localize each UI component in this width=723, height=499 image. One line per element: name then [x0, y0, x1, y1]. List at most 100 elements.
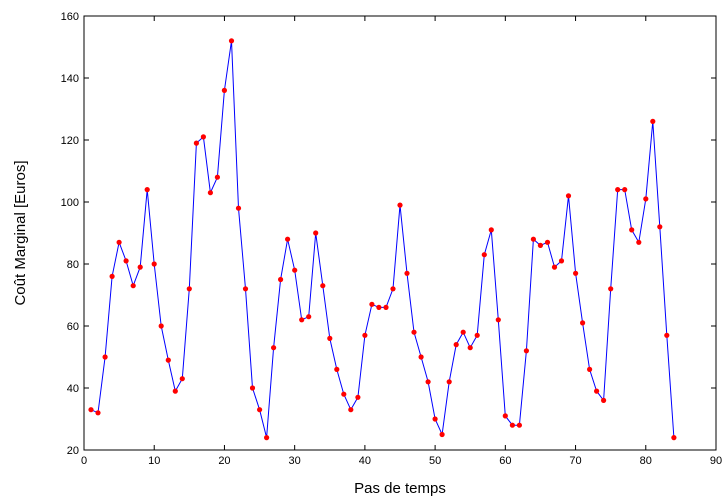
data-point: [530, 236, 537, 242]
data-point: [622, 187, 628, 193]
y-tick-label: 120: [61, 135, 79, 147]
y-axis-label: Coût Marginal [Euros]: [12, 160, 29, 305]
data-point: [502, 413, 508, 419]
data-point: [629, 227, 635, 233]
data-point: [523, 348, 530, 354]
y-tick-label: 80: [67, 259, 79, 271]
data-point: [446, 379, 452, 385]
data-point: [411, 329, 417, 335]
x-tick-label: 30: [289, 455, 301, 467]
data-point: [615, 187, 621, 193]
x-tick-label: 60: [499, 455, 511, 467]
data-point: [418, 354, 424, 360]
data-point: [643, 196, 649, 202]
x-tick-label: 90: [710, 455, 722, 467]
plot-area: [83, 15, 717, 451]
data-point: [95, 410, 101, 416]
x-tick-label: 50: [429, 455, 441, 467]
data-point: [565, 193, 572, 199]
data-point: [397, 202, 403, 208]
data-point: [299, 317, 305, 323]
data-point: [432, 416, 438, 422]
data-point: [207, 190, 213, 196]
data-point: [404, 270, 410, 276]
data-point: [636, 239, 642, 245]
data-point: [474, 332, 480, 338]
data-point: [123, 258, 129, 264]
data-point: [109, 273, 115, 279]
y-tick-label: 60: [67, 321, 79, 333]
x-axis-ticks: 0 10 20 30 40 50 60 70 80 90: [81, 16, 722, 467]
y-tick-label: 100: [61, 197, 79, 209]
data-point: [214, 174, 220, 180]
data-point: [383, 304, 389, 310]
data-point: [186, 286, 192, 292]
data-point: [151, 261, 157, 267]
data-point: [369, 301, 375, 307]
data-point: [242, 286, 249, 292]
x-tick-label: 40: [359, 455, 371, 467]
data-point: [292, 267, 298, 273]
data-point: [88, 407, 94, 413]
data-point: [671, 435, 677, 441]
y-tick-label: 20: [67, 445, 79, 457]
data-point: [306, 314, 312, 320]
x-tick-label: 80: [640, 455, 652, 467]
data-point: [320, 283, 326, 289]
data-point: [573, 270, 579, 276]
x-tick-label: 10: [148, 455, 160, 467]
data-point: [516, 422, 523, 428]
data-point: [228, 38, 235, 44]
data-point: [179, 376, 185, 382]
data-point: [137, 264, 143, 270]
data-point: [193, 140, 199, 146]
y-tick-label: 160: [61, 11, 79, 23]
x-tick-label: 20: [218, 455, 230, 467]
data-point: [580, 320, 586, 326]
data-point: [116, 239, 122, 245]
data-point: [460, 329, 466, 335]
y-tick-label: 40: [67, 383, 79, 395]
data-point: [467, 345, 473, 351]
data-point: [341, 391, 347, 397]
data-point: [172, 388, 178, 394]
data-point: [144, 187, 150, 193]
data-point: [376, 304, 382, 310]
data-point: [587, 366, 593, 372]
data-point: [601, 397, 607, 403]
data-point: [313, 230, 319, 236]
data-point: [453, 342, 459, 348]
data-point: [285, 236, 291, 242]
x-axis-label: Pas de temps: [354, 480, 446, 497]
data-point: [558, 258, 565, 264]
data-point: [102, 354, 108, 360]
data-point: [200, 134, 206, 140]
data-point: [488, 227, 494, 233]
data-point: [495, 317, 501, 323]
data-point: [165, 357, 171, 363]
data-point: [271, 345, 277, 351]
data-point: [130, 283, 136, 289]
data-point: [390, 286, 396, 292]
data-point: [362, 332, 368, 338]
data-point: [264, 435, 270, 441]
data-point: [509, 422, 515, 428]
x-tick-label: 0: [81, 455, 87, 467]
data-point: [355, 394, 361, 400]
data-point: [481, 252, 487, 258]
data-point: [235, 205, 242, 211]
data-point: [158, 323, 164, 329]
data-point: [544, 239, 551, 245]
data-point: [327, 335, 333, 341]
data-point: [334, 366, 340, 372]
data-point: [650, 118, 656, 124]
series-markers: [88, 38, 677, 441]
data-point: [348, 407, 354, 413]
data-point: [608, 286, 614, 292]
data-point: [249, 385, 256, 391]
data-point: [664, 332, 670, 338]
data-point: [594, 388, 600, 394]
y-axis-ticks: 20 40 60 80 100 120 140 160: [61, 11, 716, 457]
data-point: [425, 379, 431, 385]
